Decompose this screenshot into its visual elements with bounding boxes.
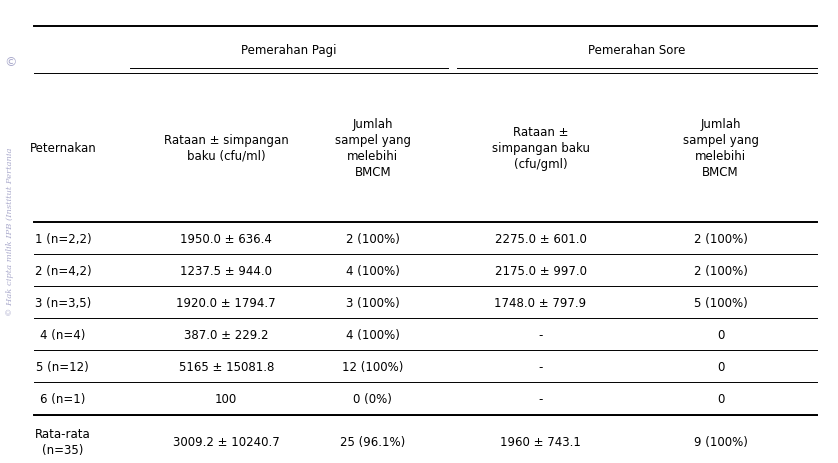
Text: 0 (0%): 0 (0%) [354, 392, 392, 405]
Text: 12 (100%): 12 (100%) [342, 360, 404, 373]
Text: 0: 0 [717, 328, 724, 341]
Text: 4 (n=4): 4 (n=4) [40, 328, 85, 341]
Text: 4 (100%): 4 (100%) [346, 264, 400, 277]
Text: ©: © [4, 56, 16, 69]
Text: 2 (n=4,2): 2 (n=4,2) [34, 264, 91, 277]
Text: 2 (100%): 2 (100%) [694, 232, 747, 245]
Text: © Hak cipta milik IPB (Institut Pertania: © Hak cipta milik IPB (Institut Pertania [6, 147, 14, 316]
Text: 2 (100%): 2 (100%) [694, 264, 747, 277]
Text: 1748.0 ± 797.9: 1748.0 ± 797.9 [494, 296, 587, 309]
Text: 1237.5 ± 944.0: 1237.5 ± 944.0 [180, 264, 272, 277]
Text: Jumlah
sampel yang
melebihi
BMCM: Jumlah sampel yang melebihi BMCM [683, 118, 758, 179]
Text: 4 (100%): 4 (100%) [346, 328, 400, 341]
Text: 2275.0 ± 601.0: 2275.0 ± 601.0 [494, 232, 587, 245]
Text: 9 (100%): 9 (100%) [694, 435, 747, 448]
Text: 100: 100 [215, 392, 237, 405]
Text: 387.0 ± 229.2: 387.0 ± 229.2 [184, 328, 268, 341]
Text: 5 (100%): 5 (100%) [694, 296, 747, 309]
Text: 2175.0 ± 997.0: 2175.0 ± 997.0 [494, 264, 587, 277]
Text: 1920.0 ± 1794.7: 1920.0 ± 1794.7 [177, 296, 276, 309]
Text: -: - [538, 328, 543, 341]
Text: Rataan ± simpangan
baku (cfu/ml): Rataan ± simpangan baku (cfu/ml) [164, 134, 288, 163]
Text: 1950.0 ± 636.4: 1950.0 ± 636.4 [180, 232, 272, 245]
Text: 6 (n=1): 6 (n=1) [40, 392, 85, 405]
Text: 3 (100%): 3 (100%) [346, 296, 400, 309]
Text: 5165 ± 15081.8: 5165 ± 15081.8 [178, 360, 274, 373]
Text: Pemerahan Pagi: Pemerahan Pagi [241, 44, 337, 57]
Text: -: - [538, 392, 543, 405]
Text: 2 (100%): 2 (100%) [346, 232, 400, 245]
Text: Jumlah
sampel yang
melebihi
BMCM: Jumlah sampel yang melebihi BMCM [335, 118, 411, 179]
Text: Peternakan: Peternakan [29, 142, 96, 155]
Text: Rata-rata
(n=35): Rata-rata (n=35) [35, 427, 91, 456]
Text: -: - [538, 360, 543, 373]
Text: 5 (n=12): 5 (n=12) [37, 360, 89, 373]
Text: 0: 0 [717, 360, 724, 373]
Text: 3 (n=3,5): 3 (n=3,5) [34, 296, 91, 309]
Text: 1 (n=2,2): 1 (n=2,2) [34, 232, 91, 245]
Text: 25 (96.1%): 25 (96.1%) [340, 435, 406, 448]
Text: 3009.2 ± 10240.7: 3009.2 ± 10240.7 [173, 435, 280, 448]
Text: Pemerahan Sore: Pemerahan Sore [588, 44, 685, 57]
Text: 1960 ± 743.1: 1960 ± 743.1 [500, 435, 581, 448]
Text: Rataan ±
simpangan baku
(cfu/gml): Rataan ± simpangan baku (cfu/gml) [492, 126, 589, 170]
Text: 0: 0 [717, 392, 724, 405]
